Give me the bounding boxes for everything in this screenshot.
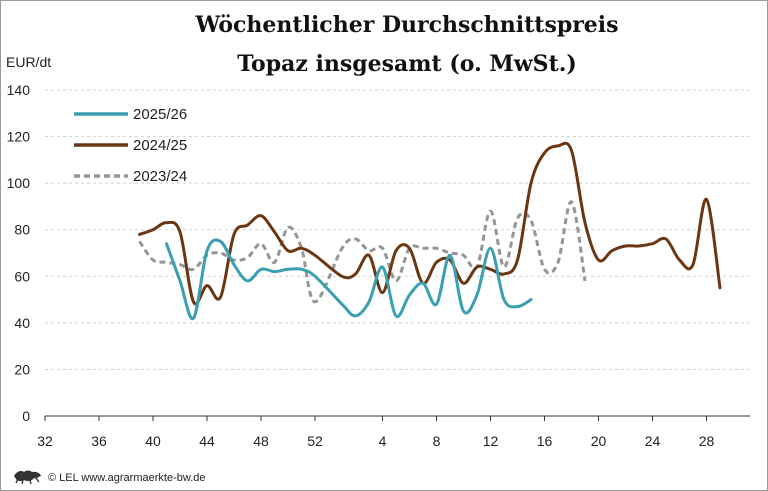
x-tick-label: 28 xyxy=(699,433,715,449)
x-tick-label: 24 xyxy=(645,433,661,449)
series-line-2024-25 xyxy=(138,141,722,306)
y-tick-label: 120 xyxy=(7,129,31,145)
y-tick-label: 60 xyxy=(14,268,30,284)
y-tick-label: 0 xyxy=(22,408,30,424)
series-lines xyxy=(138,141,722,321)
y-tick-label: 20 xyxy=(14,361,30,377)
lion-logo-icon xyxy=(14,470,41,485)
series-line-2023-24 xyxy=(138,200,587,304)
x-tick-label: 4 xyxy=(379,433,387,449)
series-line-2025-26 xyxy=(165,238,533,321)
x-tick-label: 52 xyxy=(307,433,323,449)
legend-label: 2023/24 xyxy=(133,168,187,185)
x-tick-label: 36 xyxy=(91,433,107,449)
x-tick-label: 40 xyxy=(145,433,161,449)
legend-label: 2024/25 xyxy=(133,137,187,154)
x-tick-label: 44 xyxy=(199,433,215,449)
chart-title-line-2: Topaz insgesamt (o. MwSt.) xyxy=(237,51,577,77)
x-tick-label: 32 xyxy=(37,433,53,449)
y-tick-label: 80 xyxy=(14,222,30,238)
x-tick-label: 16 xyxy=(537,433,553,449)
y-tick-label: 40 xyxy=(14,315,30,331)
y-tick-label: 100 xyxy=(7,175,31,191)
legend: 2025/26 2024/25 2023/24 xyxy=(74,106,187,185)
x-tick-label: 20 xyxy=(591,433,607,449)
legend-label: 2025/26 xyxy=(133,106,187,123)
x-tick-label: 48 xyxy=(253,433,269,449)
chart-title-line-1: Wöchentlicher Durchschnittspreis xyxy=(194,12,618,38)
y-axis-ticks: 0 20 40 60 80 100 120 140 xyxy=(7,82,31,424)
copyright-text: © LEL www.agrarmaerkte-bw.de xyxy=(48,472,206,484)
x-tick-label: 8 xyxy=(433,433,441,449)
y-tick-label: 140 xyxy=(7,82,31,98)
y-axis-unit-label: EUR/dt xyxy=(6,54,51,70)
x-axis-ticks: 32 36 40 44 48 52 4 8 12 16 20 24 28 xyxy=(37,416,714,449)
x-tick-label: 12 xyxy=(483,433,499,449)
footer: © LEL www.agrarmaerkte-bw.de xyxy=(14,470,206,485)
